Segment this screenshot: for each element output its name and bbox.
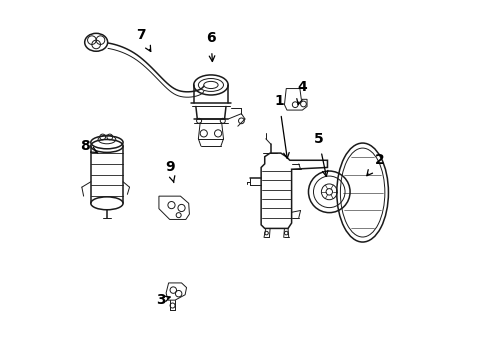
Text: 3: 3 xyxy=(156,293,170,307)
Text: 4: 4 xyxy=(297,80,307,105)
Text: 2: 2 xyxy=(367,153,384,176)
Text: 6: 6 xyxy=(206,31,216,62)
Text: 8: 8 xyxy=(80,139,98,153)
Text: 7: 7 xyxy=(136,28,151,51)
Text: 1: 1 xyxy=(274,94,289,158)
Text: 9: 9 xyxy=(165,161,175,183)
Text: 5: 5 xyxy=(314,132,328,176)
